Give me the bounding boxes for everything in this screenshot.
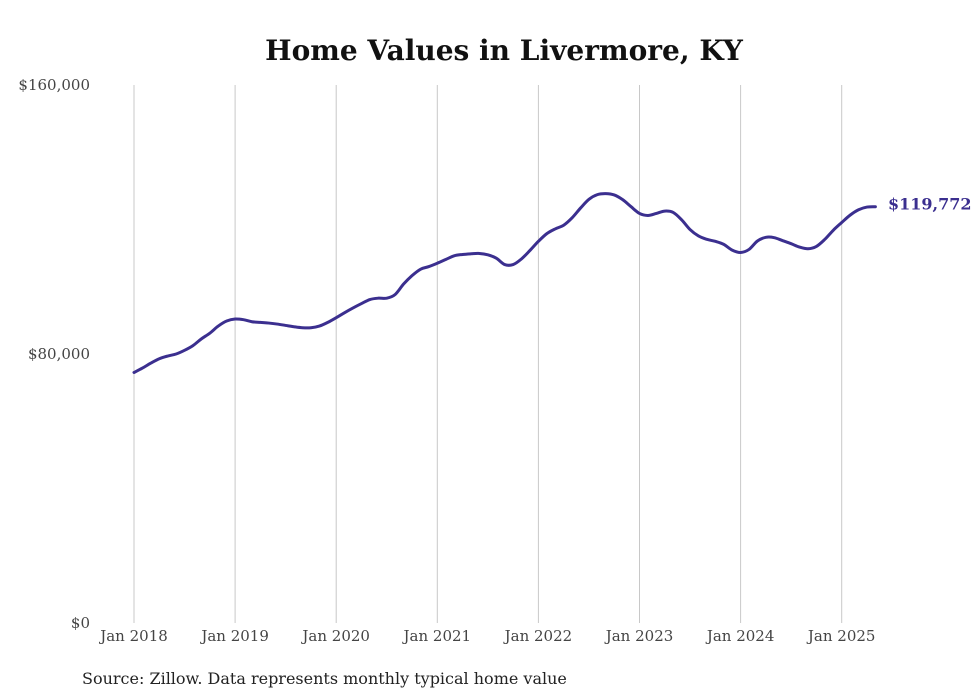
x-tick-label: Jan 2024 [705,627,775,645]
y-tick-label: $0 [71,614,90,632]
x-tick-label: Jan 2022 [503,627,573,645]
source-note: Source: Zillow. Data represents monthly … [82,669,567,688]
x-tick-label: Jan 2021 [402,627,472,645]
chart-title: Home Values in Livermore, KY [265,34,744,67]
x-tick-label: Jan 2018 [98,627,168,645]
x-gridlines [133,85,843,623]
y-tick-label: $80,000 [28,345,90,363]
x-tick-label: Jan 2020 [300,627,370,645]
series-line [132,192,877,374]
y-tick-label: $160,000 [18,76,90,94]
x-tick-label: Jan 2025 [806,627,876,645]
x-tick-label: Jan 2019 [199,627,269,645]
series-group: $119,772 [132,192,972,374]
x-axis-tick-labels: Jan 2018 Jan 2019 Jan 2020 Jan 2021 Jan 2022… [98,627,875,645]
y-axis-tick-labels: $0 $80,000 $160,000 [18,76,90,632]
x-tick-label: Jan 2023 [604,627,674,645]
series-end-label: $119,772 [888,195,972,214]
